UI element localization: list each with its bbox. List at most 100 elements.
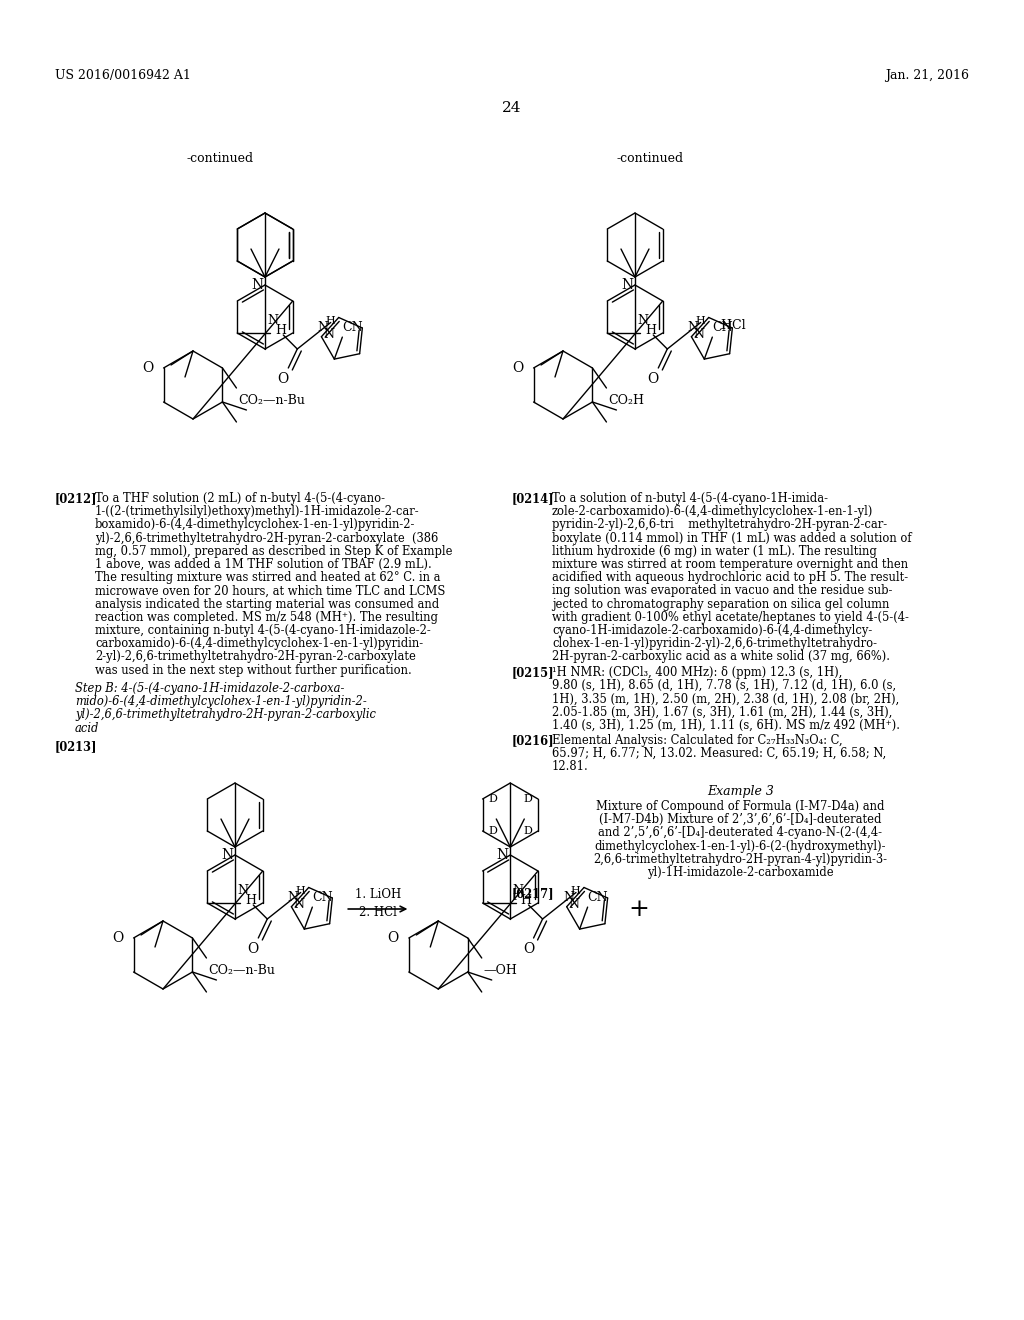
Text: O: O bbox=[512, 360, 523, 375]
Text: CN: CN bbox=[312, 891, 333, 904]
Text: O: O bbox=[248, 942, 259, 956]
Text: 1 above, was added a 1M THF solution of TBAF (2.9 mL).: 1 above, was added a 1M THF solution of … bbox=[95, 558, 432, 572]
Text: clohex-1-en-1-yl)pyridin-2-yl)-2,6,6-trimethyltetrahydro-: clohex-1-en-1-yl)pyridin-2-yl)-2,6,6-tri… bbox=[552, 638, 877, 651]
Text: 2.05-1.85 (m, 3H), 1.67 (s, 3H), 1.61 (m, 2H), 1.44 (s, 3H),: 2.05-1.85 (m, 3H), 1.67 (s, 3H), 1.61 (m… bbox=[552, 706, 892, 718]
Text: +: + bbox=[628, 898, 649, 920]
Text: CN: CN bbox=[342, 321, 362, 334]
Text: 2H-pyran-2-carboxylic acid as a white solid (37 mg, 66%).: 2H-pyran-2-carboxylic acid as a white so… bbox=[552, 651, 890, 664]
Text: -continued: -continued bbox=[186, 152, 254, 165]
Text: 65.97; H, 6.77; N, 13.02. Measured: C, 65.19; H, 6.58; N,: 65.97; H, 6.77; N, 13.02. Measured: C, 6… bbox=[552, 747, 886, 760]
Text: CN: CN bbox=[588, 891, 608, 904]
Text: H: H bbox=[520, 894, 531, 907]
Text: boxylate (0.114 mmol) in THF (1 mL) was added a solution of: boxylate (0.114 mmol) in THF (1 mL) was … bbox=[552, 532, 911, 545]
Text: lithium hydroxide (6 mg) in water (1 mL). The resulting: lithium hydroxide (6 mg) in water (1 mL)… bbox=[552, 545, 877, 558]
Text: N: N bbox=[637, 314, 648, 327]
Text: Example 3: Example 3 bbox=[707, 785, 774, 799]
Text: CO₂—n-Bu: CO₂—n-Bu bbox=[209, 964, 275, 977]
Text: N: N bbox=[317, 321, 329, 334]
Text: [0217]: [0217] bbox=[512, 887, 555, 900]
Text: O: O bbox=[523, 942, 535, 956]
Text: acid: acid bbox=[75, 722, 99, 735]
Text: The resulting mixture was stirred and heated at 62° C. in a: The resulting mixture was stirred and he… bbox=[95, 572, 440, 585]
Text: N: N bbox=[324, 329, 335, 341]
Text: [0214]: [0214] bbox=[512, 492, 555, 506]
Text: was used in the next step without further purification.: was used in the next step without furthe… bbox=[95, 664, 412, 677]
Text: and 2’,5’,6’,6’-[D₄]-deuterated 4-cyano-N-(2-(4,4-: and 2’,5’,6’,6’-[D₄]-deuterated 4-cyano-… bbox=[598, 826, 883, 840]
Text: D: D bbox=[488, 795, 498, 804]
Text: [0213]: [0213] bbox=[55, 741, 97, 752]
Text: Jan. 21, 2016: Jan. 21, 2016 bbox=[885, 69, 969, 82]
Text: H: H bbox=[570, 887, 580, 896]
Text: analysis indicated the starting material was consumed and: analysis indicated the starting material… bbox=[95, 598, 439, 611]
Text: O: O bbox=[278, 372, 289, 385]
Text: 24: 24 bbox=[502, 102, 522, 115]
Text: N: N bbox=[221, 847, 233, 862]
Text: US 2016/0016942 A1: US 2016/0016942 A1 bbox=[55, 69, 190, 82]
Text: —OH: —OH bbox=[483, 964, 517, 977]
Text: mido)-6-(4,4-dimethylcyclohex-1-en-1-yl)pyridin-2-: mido)-6-(4,4-dimethylcyclohex-1-en-1-yl)… bbox=[75, 696, 367, 709]
Text: yl)-2,6,6-trimethyltetrahydro-2H-pyran-2-carboxylic: yl)-2,6,6-trimethyltetrahydro-2H-pyran-2… bbox=[75, 709, 376, 722]
Text: O: O bbox=[647, 372, 658, 385]
Text: [0215]: [0215] bbox=[512, 667, 555, 678]
Text: N: N bbox=[294, 898, 304, 911]
Text: -continued: -continued bbox=[616, 152, 684, 165]
Text: zole-2-carboxamido)-6-(4,4-dimethylcyclohex-1-en-1-yl): zole-2-carboxamido)-6-(4,4-dimethylcyclo… bbox=[552, 506, 873, 519]
Text: 1. LiOH: 1. LiOH bbox=[354, 888, 401, 902]
Text: Step B: 4-(5-(4-cyano-1H-imidazole-2-carboxa-: Step B: 4-(5-(4-cyano-1H-imidazole-2-car… bbox=[75, 682, 344, 696]
Text: N: N bbox=[267, 314, 279, 327]
Text: H: H bbox=[246, 894, 256, 907]
Text: [0216]: [0216] bbox=[512, 734, 555, 747]
Text: pyridin-2-yl)-2,6,6-tri    methyltetrahydro-2H-pyran-2-car-: pyridin-2-yl)-2,6,6-tri methyltetrahydro… bbox=[552, 519, 887, 532]
Text: H: H bbox=[325, 317, 335, 326]
Text: N: N bbox=[688, 321, 698, 334]
Text: N: N bbox=[513, 884, 523, 898]
Text: jected to chromatography separation on silica gel column: jected to chromatography separation on s… bbox=[552, 598, 890, 611]
Text: D: D bbox=[523, 826, 532, 836]
Text: mg, 0.57 mmol), prepared as described in Step K of Example: mg, 0.57 mmol), prepared as described in… bbox=[95, 545, 453, 558]
Text: 1H), 3.35 (m, 1H), 2.50 (m, 2H), 2.38 (d, 1H), 2.08 (br, 2H),: 1H), 3.35 (m, 1H), 2.50 (m, 2H), 2.38 (d… bbox=[552, 693, 899, 705]
Text: boxamido)-6-(4,4-dimethylcyclohex-1-en-1-yl)pyridin-2-: boxamido)-6-(4,4-dimethylcyclohex-1-en-1… bbox=[95, 519, 416, 532]
Text: microwave oven for 20 hours, at which time TLC and LCMS: microwave oven for 20 hours, at which ti… bbox=[95, 585, 445, 598]
Text: CO₂—n-Bu: CO₂—n-Bu bbox=[239, 393, 305, 407]
Text: N: N bbox=[621, 279, 633, 292]
Text: To a solution of n-butyl 4-(5-(4-cyano-1H-imida-: To a solution of n-butyl 4-(5-(4-cyano-1… bbox=[552, 492, 828, 506]
Text: 2. HCl: 2. HCl bbox=[358, 907, 396, 920]
Text: O: O bbox=[388, 931, 398, 945]
Text: 1.40 (s, 3H), 1.25 (m, 1H), 1.11 (s, 6H). MS m/z 492 (MH⁺).: 1.40 (s, 3H), 1.25 (m, 1H), 1.11 (s, 6H)… bbox=[552, 719, 900, 731]
Text: H: H bbox=[695, 317, 705, 326]
Text: N: N bbox=[251, 279, 263, 292]
Text: CN: CN bbox=[713, 321, 733, 334]
Text: reaction was completed. MS m/z 548 (MH⁺). The resulting: reaction was completed. MS m/z 548 (MH⁺)… bbox=[95, 611, 438, 624]
Text: ing solution was evaporated in vacuo and the residue sub-: ing solution was evaporated in vacuo and… bbox=[552, 585, 892, 598]
Text: N: N bbox=[238, 884, 248, 898]
Text: H: H bbox=[275, 323, 287, 337]
Text: HCl: HCl bbox=[717, 319, 745, 333]
Text: ¹H NMR: (CDCl₃, 400 MHz): δ (ppm) 12.3 (s, 1H),: ¹H NMR: (CDCl₃, 400 MHz): δ (ppm) 12.3 (… bbox=[552, 667, 843, 678]
Text: O: O bbox=[113, 931, 124, 945]
Text: O: O bbox=[142, 360, 154, 375]
Text: 2-yl)-2,6,6-trimethyltetrahydro-2H-pyran-2-carboxylate: 2-yl)-2,6,6-trimethyltetrahydro-2H-pyran… bbox=[95, 651, 416, 664]
Text: with gradient 0-100% ethyl acetate/heptanes to yield 4-(5-(4-: with gradient 0-100% ethyl acetate/hepta… bbox=[552, 611, 909, 624]
Text: Mixture of Compound of Formula (I-M7-D4a) and: Mixture of Compound of Formula (I-M7-D4a… bbox=[596, 800, 885, 813]
Text: N: N bbox=[497, 847, 508, 862]
Text: yl)-2,6,6-trimethyltetrahydro-2H-pyran-2-carboxylate  (386: yl)-2,6,6-trimethyltetrahydro-2H-pyran-2… bbox=[95, 532, 438, 545]
Text: CO₂H: CO₂H bbox=[608, 393, 644, 407]
Text: 2,6,6-trimethyltetrahydro-2H-pyran-4-yl)pyridin-3-: 2,6,6-trimethyltetrahydro-2H-pyran-4-yl)… bbox=[594, 853, 888, 866]
Text: cyano-1H-imidazole-2-carboxamido)-6-(4,4-dimethylcy-: cyano-1H-imidazole-2-carboxamido)-6-(4,4… bbox=[552, 624, 872, 638]
Text: D: D bbox=[488, 826, 498, 836]
Text: yl)-1H-imidazole-2-carboxamide: yl)-1H-imidazole-2-carboxamide bbox=[647, 866, 834, 879]
Text: 9.80 (s, 1H), 8.65 (d, 1H), 7.78 (s, 1H), 7.12 (d, 1H), 6.0 (s,: 9.80 (s, 1H), 8.65 (d, 1H), 7.78 (s, 1H)… bbox=[552, 680, 896, 692]
Text: mixture was stirred at room temperature overnight and then: mixture was stirred at room temperature … bbox=[552, 558, 908, 572]
Text: mixture, containing n-butyl 4-(5-(4-cyano-1H-imidazole-2-: mixture, containing n-butyl 4-(5-(4-cyan… bbox=[95, 624, 431, 638]
Text: To a THF solution (2 mL) of n-butyl 4-(5-(4-cyano-: To a THF solution (2 mL) of n-butyl 4-(5… bbox=[95, 492, 385, 506]
Text: acidified with aqueous hydrochloric acid to pH 5. The result-: acidified with aqueous hydrochloric acid… bbox=[552, 572, 908, 585]
Text: N: N bbox=[568, 898, 580, 911]
Text: N: N bbox=[288, 891, 299, 904]
Text: carboxamido)-6-(4,4-dimethylcyclohex-1-en-1-yl)pyridin-: carboxamido)-6-(4,4-dimethylcyclohex-1-e… bbox=[95, 638, 423, 651]
Text: [0212]: [0212] bbox=[55, 492, 97, 506]
Text: dimethylcyclohex-1-en-1-yl)-6-(2-(hydroxymethyl)-: dimethylcyclohex-1-en-1-yl)-6-(2-(hydrox… bbox=[595, 840, 886, 853]
Text: N: N bbox=[563, 891, 574, 904]
Text: 12.81.: 12.81. bbox=[552, 760, 589, 774]
Text: H: H bbox=[645, 323, 656, 337]
Text: (I-M7-D4b) Mixture of 2’,3’,6’,6’-[D₄]-deuterated: (I-M7-D4b) Mixture of 2’,3’,6’,6’-[D₄]-d… bbox=[599, 813, 882, 826]
